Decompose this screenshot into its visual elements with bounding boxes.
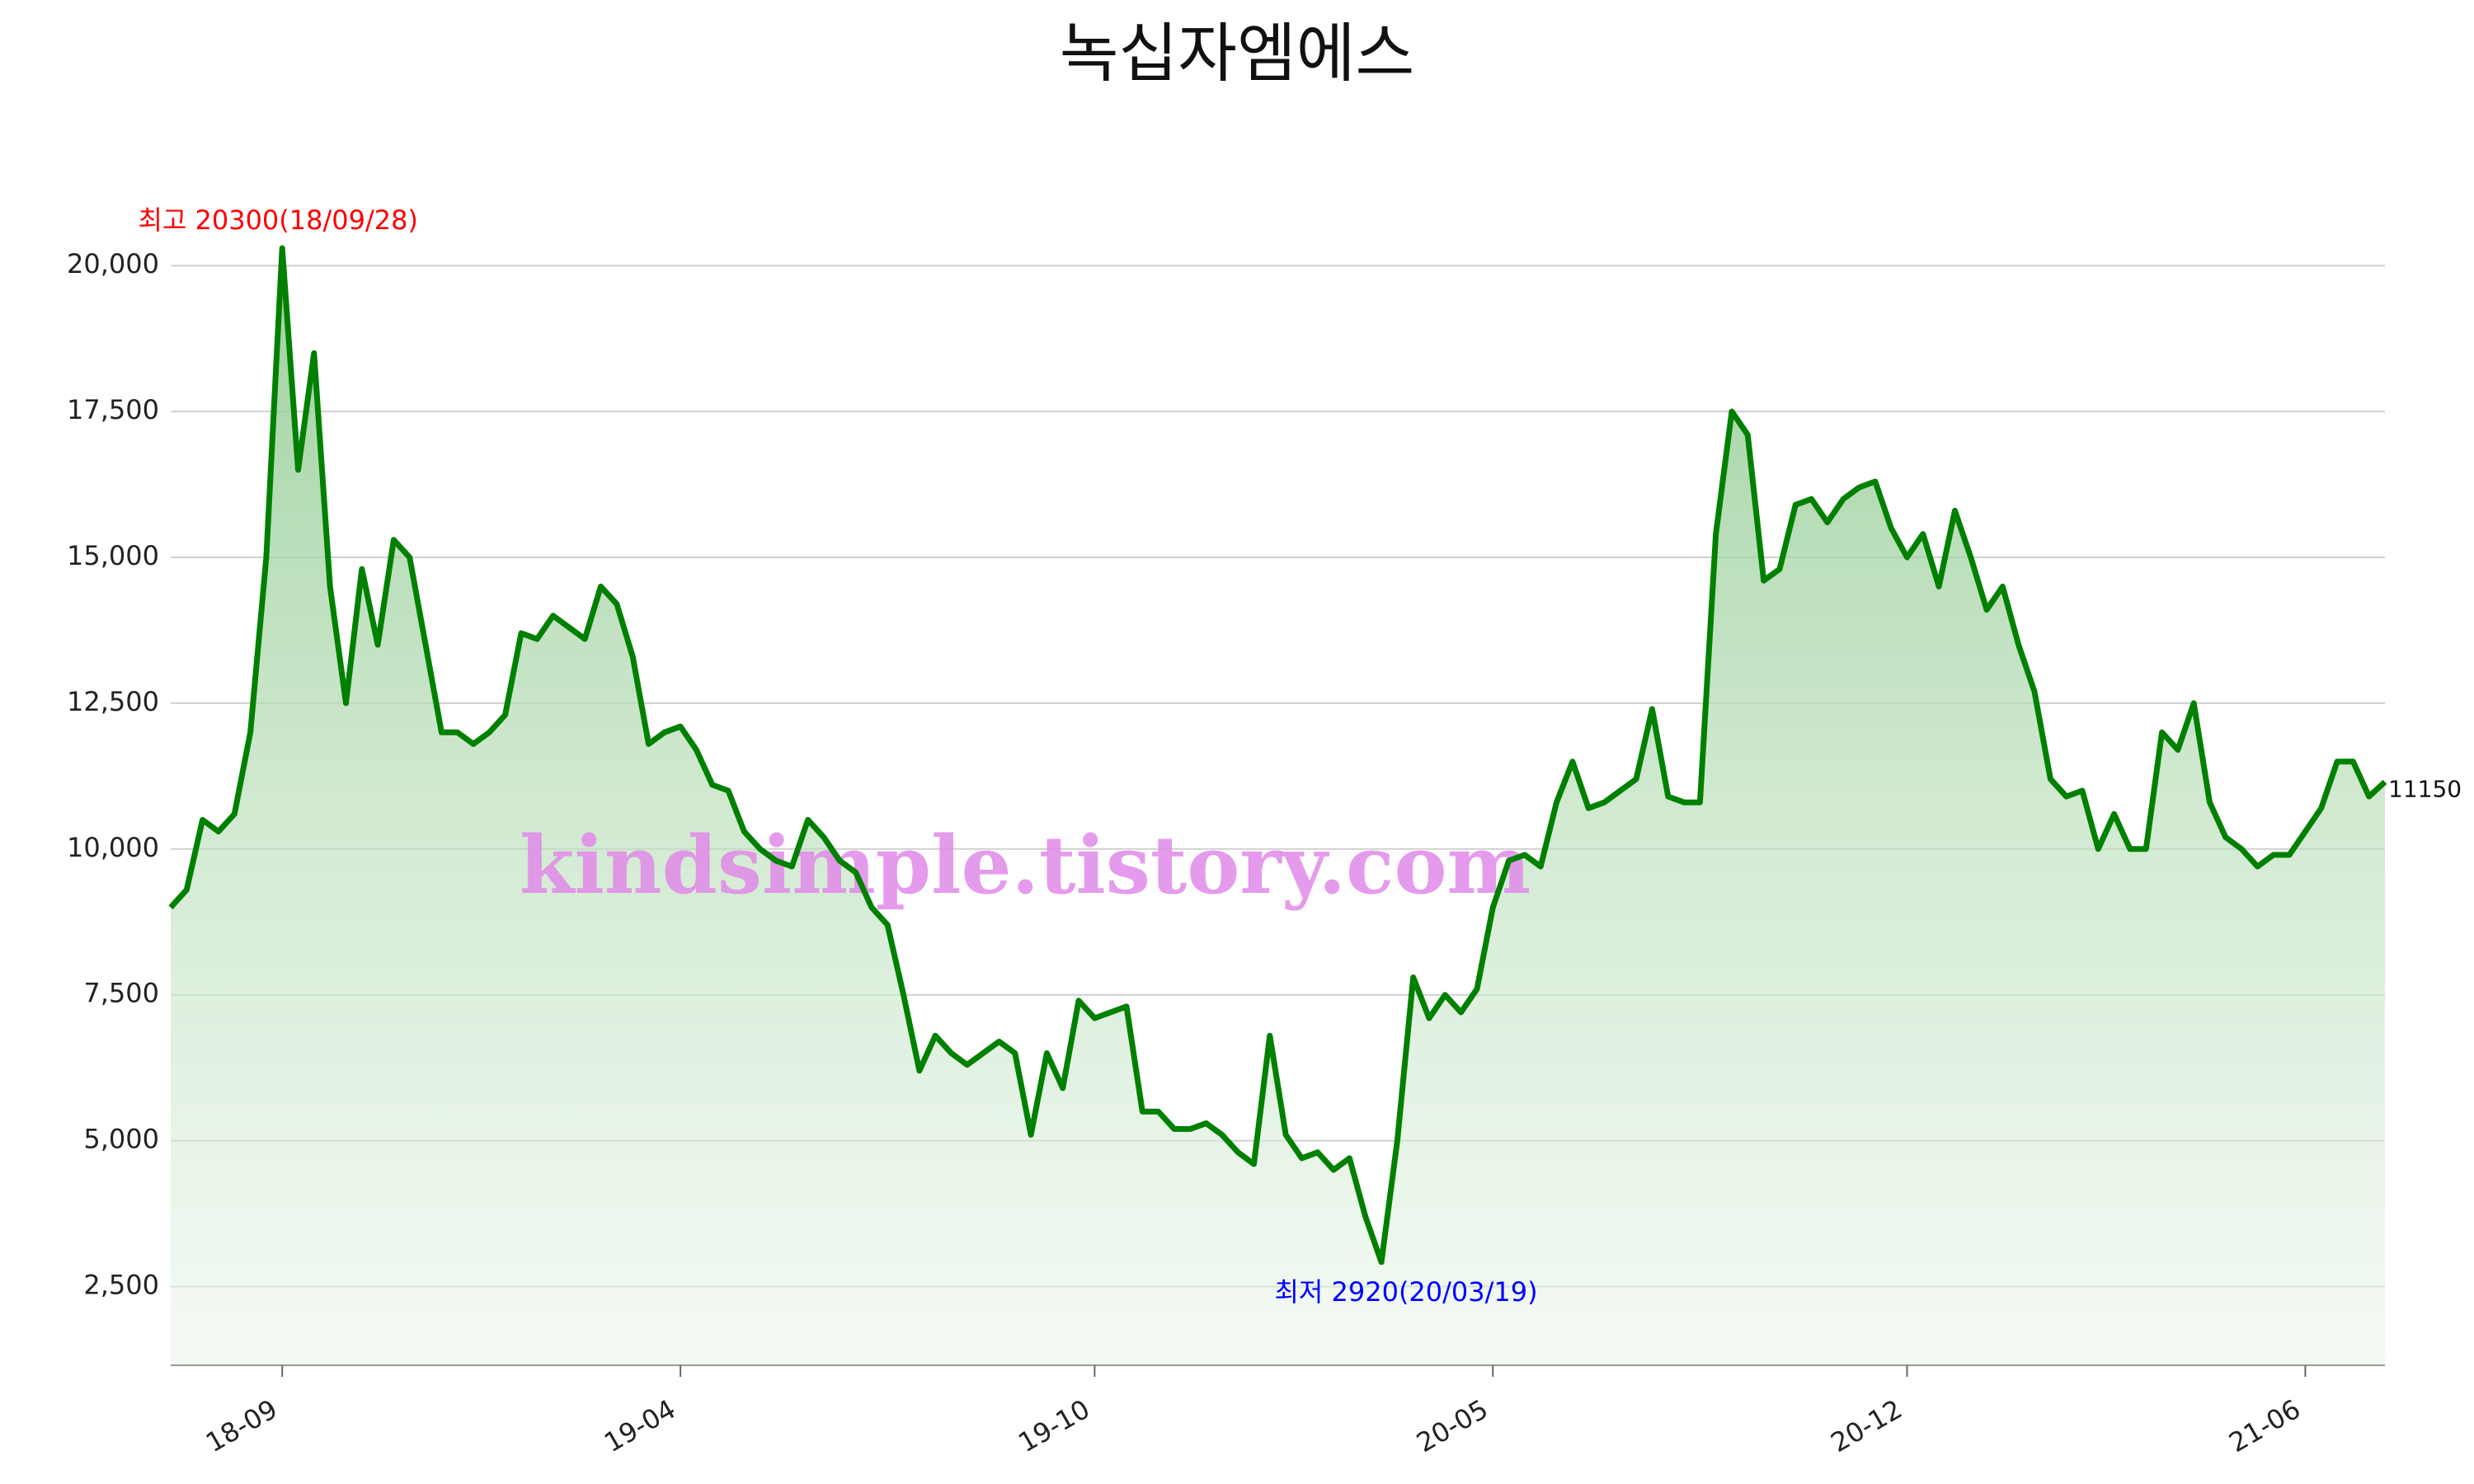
y-tick-label: 17,500 — [67, 394, 159, 425]
chart-title: 녹십자엠에스 — [1060, 16, 1415, 91]
x-tick-label: 20-05 — [1411, 1393, 1493, 1458]
x-tick-label: 20-12 — [1825, 1393, 1907, 1458]
price-line — [168, 245, 2387, 1266]
watermark: kindsimple.tistory.com — [520, 819, 1531, 912]
y-tick-label: 2,500 — [83, 1269, 159, 1300]
low-annotation: 최저 2920(20/03/19) — [1274, 1276, 1537, 1308]
y-tick-label: 10,000 — [67, 832, 159, 863]
x-tick-label: 18-09 — [200, 1393, 283, 1458]
y-tick-label: 20,000 — [67, 248, 159, 279]
y-tick-label: 7,500 — [83, 978, 159, 1009]
y-tick-label: 12,500 — [67, 686, 159, 717]
x-tick-label: 19-10 — [1013, 1393, 1095, 1458]
y-tick-label: 15,000 — [67, 540, 159, 571]
high-annotation: 최고 20300(18/09/28) — [138, 204, 418, 236]
y-tick-label: 5,000 — [83, 1124, 159, 1155]
x-tick-label: 21-06 — [2223, 1393, 2306, 1458]
area — [171, 248, 2385, 1365]
last-value-label: 11150 — [2388, 775, 2462, 802]
x-tick-label: 19-04 — [599, 1393, 681, 1458]
